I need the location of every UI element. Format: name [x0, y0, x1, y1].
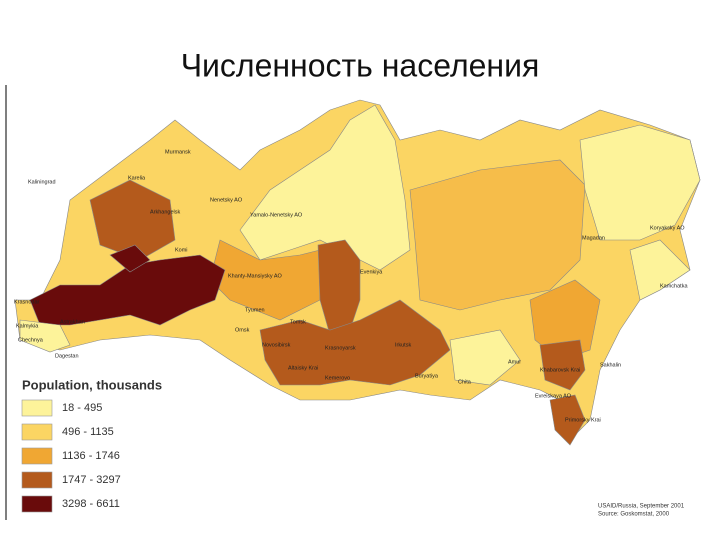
map-label: Omsk [235, 327, 250, 333]
region [29, 254, 226, 326]
map-label: Khanty-Mansiysky AO [228, 273, 283, 279]
map-label: Krasnoyarsk [325, 345, 356, 351]
map-label: Chechnya [18, 337, 44, 343]
legend-label: 3298 - 6611 [62, 498, 120, 510]
region [259, 299, 451, 386]
legend-label: 1136 - 1746 [62, 450, 120, 462]
map-label: Buryatiya [415, 373, 439, 379]
map-label: Arkhangelsk [150, 209, 181, 215]
region [549, 394, 586, 446]
map-label: Tomsk [290, 319, 306, 325]
legend-swatch [21, 447, 53, 465]
region [629, 239, 691, 301]
map-label: Dagestan [55, 353, 79, 359]
region [317, 239, 361, 336]
title: Численность населения [181, 47, 540, 83]
map-label: Amur [508, 359, 521, 365]
legend-label: 1747 - 3297 [62, 474, 121, 486]
map-label: Kaliningrad [28, 179, 56, 185]
region [89, 179, 176, 261]
map-label: Novosibirsk [262, 342, 291, 348]
map-labels: Kaliningrad Murmansk Karelia Arkhangelsk… [14, 149, 688, 423]
map-label: Tyumen [245, 307, 265, 313]
map-label: Kemerovo [325, 375, 350, 381]
map-label: Komi [175, 247, 188, 253]
map-label: Karelia [128, 175, 146, 181]
map-label: Sakhalin [600, 362, 621, 368]
map-label: Evreiskaya AO [535, 393, 572, 399]
map-label: Magadan [582, 235, 605, 241]
map-label: Irkutsk [395, 342, 411, 348]
region [409, 159, 586, 311]
legend-swatch [21, 423, 53, 441]
region [539, 339, 586, 391]
region [109, 244, 151, 273]
legend-swatch [21, 471, 53, 489]
legend-label: 18 - 495 [62, 402, 102, 414]
map-label: Khabarovsk Krai [540, 367, 580, 373]
map-label: Nenetsky AO [210, 197, 243, 203]
credit: Source: Goskomstat, 2000 [598, 512, 670, 518]
map [14, 99, 701, 446]
map-label: Koryaksky AO [650, 225, 685, 231]
map-label: Astrakhan [60, 319, 85, 325]
map-label: Primorsky Krai [565, 417, 601, 423]
legend-label: 496 - 1135 [62, 426, 114, 438]
region [239, 104, 411, 271]
map-label: Murmansk [165, 149, 191, 155]
region [19, 319, 71, 353]
region [579, 124, 701, 241]
map-label: Kalmykia [16, 323, 39, 329]
map-label: Evenkiya [360, 269, 383, 275]
legend-swatch [21, 495, 53, 513]
map-label: Chita [458, 379, 472, 385]
map-label: Yamalo-Nenetsky AO [250, 212, 303, 218]
legend-swatch [21, 399, 53, 417]
region [529, 279, 601, 361]
region [449, 329, 521, 386]
map-label: Kamchatka [660, 283, 688, 289]
map-label: Krasnodar [14, 299, 40, 305]
legend-title: Population, thousands [22, 377, 162, 392]
credit: USAID/Russia, September 2001 [598, 504, 685, 510]
map-label: Altaisky Krai [288, 365, 318, 371]
legend: Population, thousands 18 - 495 496 - 1135… [21, 377, 162, 513]
